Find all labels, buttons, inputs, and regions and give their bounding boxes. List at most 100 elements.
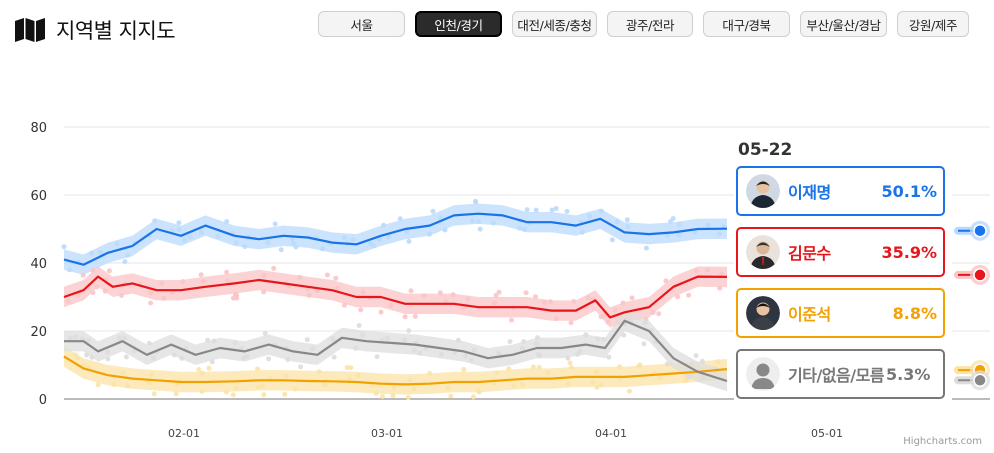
poll-point	[199, 272, 204, 277]
poll-point	[569, 365, 574, 370]
poll-point	[694, 353, 699, 358]
poll-point	[470, 219, 475, 224]
poll-point	[524, 290, 529, 295]
poll-point	[356, 373, 361, 378]
poll-point	[471, 394, 476, 399]
poll-point	[265, 240, 270, 245]
poll-point	[413, 314, 418, 319]
poll-point	[283, 374, 288, 379]
poll-point	[522, 227, 527, 232]
poll-point	[700, 359, 705, 364]
y-tick-label: 80	[30, 121, 47, 136]
poll-point	[347, 376, 352, 381]
poll-point	[244, 354, 249, 359]
poll-point	[533, 294, 538, 299]
poll-point	[234, 240, 239, 245]
poll-point	[358, 307, 363, 312]
poll-point	[273, 222, 278, 227]
candidate-card-lee-jaemyung: 이재명 50.1%	[736, 166, 945, 216]
poll-point	[255, 385, 260, 390]
poll-point	[438, 290, 443, 295]
poll-point	[651, 310, 656, 315]
x-tick-label: 04-01	[595, 427, 627, 440]
y-tick-label: 0	[39, 393, 47, 408]
poll-point	[465, 296, 470, 301]
poll-point	[637, 363, 642, 368]
poll-point	[330, 336, 335, 341]
poll-point	[594, 370, 599, 375]
candidate-value: 50.1%	[881, 182, 937, 201]
poll-point	[161, 296, 166, 301]
poll-point	[403, 314, 408, 319]
poll-point	[606, 355, 611, 360]
poll-point	[717, 231, 722, 236]
poll-point	[610, 237, 615, 242]
poll-point	[439, 352, 444, 357]
poll-point	[706, 223, 711, 228]
poll-point	[81, 273, 86, 278]
poll-point	[89, 355, 94, 360]
poll-point	[293, 387, 298, 392]
poll-point	[84, 353, 89, 358]
poll-point	[671, 216, 676, 221]
poll-point	[381, 223, 386, 228]
poll-point	[263, 331, 268, 336]
poll-point	[297, 275, 302, 280]
poll-point	[351, 237, 356, 242]
poll-point	[121, 371, 126, 376]
poll-point	[463, 353, 468, 358]
poll-point	[617, 364, 622, 369]
poll-point	[398, 216, 403, 221]
poll-point	[224, 390, 229, 395]
highcharts-credit[interactable]: Highcharts.com	[903, 436, 982, 447]
poll-point	[124, 355, 129, 360]
poll-point	[151, 356, 156, 361]
poll-point	[152, 218, 157, 223]
poll-point	[320, 246, 325, 251]
poll-point	[212, 339, 217, 344]
poll-point	[152, 391, 157, 396]
poll-point	[224, 219, 229, 224]
poll-point	[115, 241, 120, 246]
poll-point	[478, 227, 483, 232]
poll-point	[233, 340, 238, 345]
poll-point	[535, 335, 540, 340]
poll-point	[176, 220, 181, 225]
poll-point	[537, 354, 542, 359]
poll-point	[261, 289, 266, 294]
x-tick-label: 02-01	[168, 427, 200, 440]
poll-point	[587, 214, 592, 219]
poll-point	[473, 199, 478, 204]
poll-point	[542, 300, 547, 305]
poll-point	[508, 339, 513, 344]
poll-point	[627, 389, 632, 394]
poll-point	[271, 266, 276, 271]
candidate-photo-icon	[746, 174, 780, 208]
poll-point	[456, 338, 461, 343]
poll-point	[569, 320, 574, 325]
tooltip-date: 05-22	[738, 140, 792, 160]
poll-point	[625, 224, 630, 229]
poll-point	[700, 376, 705, 381]
poll-point	[677, 222, 682, 227]
poll-point	[89, 251, 94, 256]
poll-point	[690, 361, 695, 366]
poll-point	[90, 290, 95, 295]
poll-point	[494, 370, 499, 375]
poll-point	[406, 328, 411, 333]
poll-point	[641, 341, 646, 346]
poll-point	[98, 250, 103, 255]
poll-point	[389, 303, 394, 308]
candidate-photo-icon	[746, 235, 780, 269]
poll-point	[375, 354, 380, 359]
poll-point	[517, 226, 522, 231]
poll-point	[255, 367, 260, 372]
poll-point	[361, 290, 366, 295]
poll-point	[62, 244, 67, 249]
poll-point	[427, 371, 432, 376]
poll-point	[497, 290, 502, 295]
poll-point	[342, 303, 347, 308]
poll-point	[199, 230, 204, 235]
poll-point	[546, 371, 551, 376]
poll-point	[525, 207, 530, 212]
